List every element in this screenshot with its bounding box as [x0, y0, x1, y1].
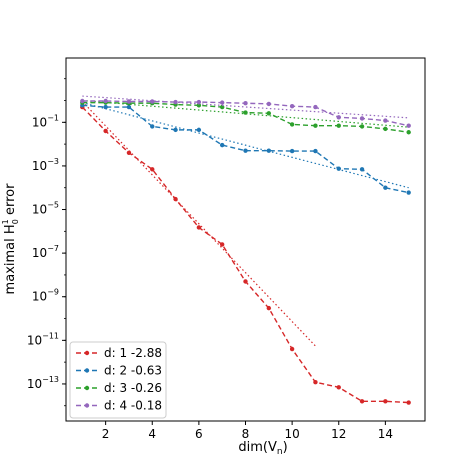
data-point-1 [150, 167, 155, 172]
data-point-1 [103, 128, 108, 134]
data-point-3 [406, 130, 411, 135]
data-point-4 [219, 100, 225, 105]
x-axis-label-close: ) [283, 440, 288, 455]
x-tick-label: 12 [331, 427, 346, 441]
legend: d: 1 -2.88 d: 2 -0.63 d: 3 -0.26 d: 4 -0.18 [69, 341, 167, 419]
fit-line-1 [81, 101, 316, 347]
data-point-3 [243, 110, 248, 115]
fit-line-3 [82, 99, 409, 128]
data-point-4 [173, 99, 178, 105]
data-point-1 [243, 279, 248, 284]
y-axis: 10−13 10−11 10−9 10−7 10−5 10−3 10−1 [27, 78, 66, 407]
fit-line-2 [82, 102, 409, 189]
data-point-3 [196, 103, 202, 108]
data-point-2 [126, 104, 132, 110]
data-point-2 [243, 148, 248, 153]
data-point-2 [173, 127, 178, 133]
data-point-1 [383, 399, 388, 404]
data-point-1 [173, 196, 178, 202]
data-point-1 [196, 225, 202, 230]
y-axis-label-sup: 1 [1, 219, 10, 224]
data-point-2 [150, 124, 155, 129]
data-point-3 [383, 126, 388, 132]
legend-marker-4 [84, 403, 90, 408]
legend-marker-3 [84, 385, 90, 391]
data-point-4 [289, 103, 295, 109]
y-tick-label: 10−7 [32, 244, 59, 260]
data-point-1 [313, 380, 318, 385]
data-point-3 [289, 122, 295, 127]
data-point-2 [196, 127, 202, 133]
fit-line-4 [82, 95, 409, 119]
data-point-1 [126, 150, 132, 155]
data-point-4 [80, 98, 85, 104]
data-point-1 [336, 385, 341, 390]
plot-area [80, 95, 411, 405]
data-point-4 [359, 116, 365, 121]
legend-label-3: d: 3 -0.26 [104, 381, 162, 395]
x-tick-label: 4 [148, 427, 156, 441]
data-point-3 [313, 123, 318, 128]
legend-marker-2 [84, 368, 90, 373]
data-point-2 [103, 104, 108, 110]
series-line-2 [82, 104, 409, 194]
data-point-1 [289, 346, 295, 352]
data-point-2 [359, 167, 365, 172]
data-point-2 [313, 148, 318, 154]
x-axis-label: dim(Vn) [238, 440, 287, 457]
data-point-4 [383, 118, 388, 123]
y-tick-label: 10−5 [32, 201, 59, 217]
data-point-2 [266, 148, 272, 153]
x-tick-label: 14 [378, 427, 393, 441]
data-point-2 [289, 148, 295, 154]
data-point-4 [126, 99, 132, 104]
y-axis-label-sub: 0 [11, 219, 20, 224]
data-point-4 [336, 115, 341, 120]
data-point-2 [219, 142, 225, 148]
data-point-3 [336, 123, 341, 128]
x-tick-label: 10 [284, 427, 299, 441]
data-point-3 [266, 111, 272, 116]
data-point-4 [103, 98, 108, 104]
x-axis: 2 4 6 8 10 12 14 [102, 421, 393, 441]
data-point-4 [243, 101, 248, 106]
data-point-1 [266, 305, 272, 311]
data-point-1 [359, 399, 365, 404]
x-tick-label: 8 [242, 427, 250, 441]
legend-label-1: d: 1 -2.88 [104, 346, 162, 360]
y-axis-label-tail: error [3, 183, 18, 219]
x-axis-label-sub: n [277, 447, 283, 457]
legend-label-2: d: 2 -0.63 [104, 364, 162, 378]
x-tick-label: 6 [195, 427, 203, 441]
y-tick-label: 10−1 [32, 113, 59, 129]
y-tick-label: 10−9 [32, 288, 59, 304]
data-point-3 [359, 124, 365, 129]
y-tick-label: 10−3 [32, 157, 59, 173]
y-tick-label: 10−11 [27, 331, 59, 347]
legend-label-4: d: 4 -0.18 [104, 399, 162, 413]
data-point-2 [383, 185, 388, 190]
data-point-4 [266, 101, 272, 107]
y-tick-label: 10−13 [27, 375, 59, 391]
data-point-4 [196, 99, 202, 105]
data-point-1 [219, 242, 225, 247]
data-point-4 [150, 99, 155, 104]
legend-box [69, 341, 167, 419]
data-point-4 [406, 123, 411, 128]
data-point-2 [336, 166, 341, 171]
data-point-2 [406, 190, 411, 195]
y-axis-label: maximal H10 error [1, 183, 20, 295]
data-point-4 [313, 104, 318, 110]
data-point-1 [406, 400, 411, 405]
legend-marker-1 [84, 350, 90, 356]
x-tick-label: 2 [102, 427, 110, 441]
